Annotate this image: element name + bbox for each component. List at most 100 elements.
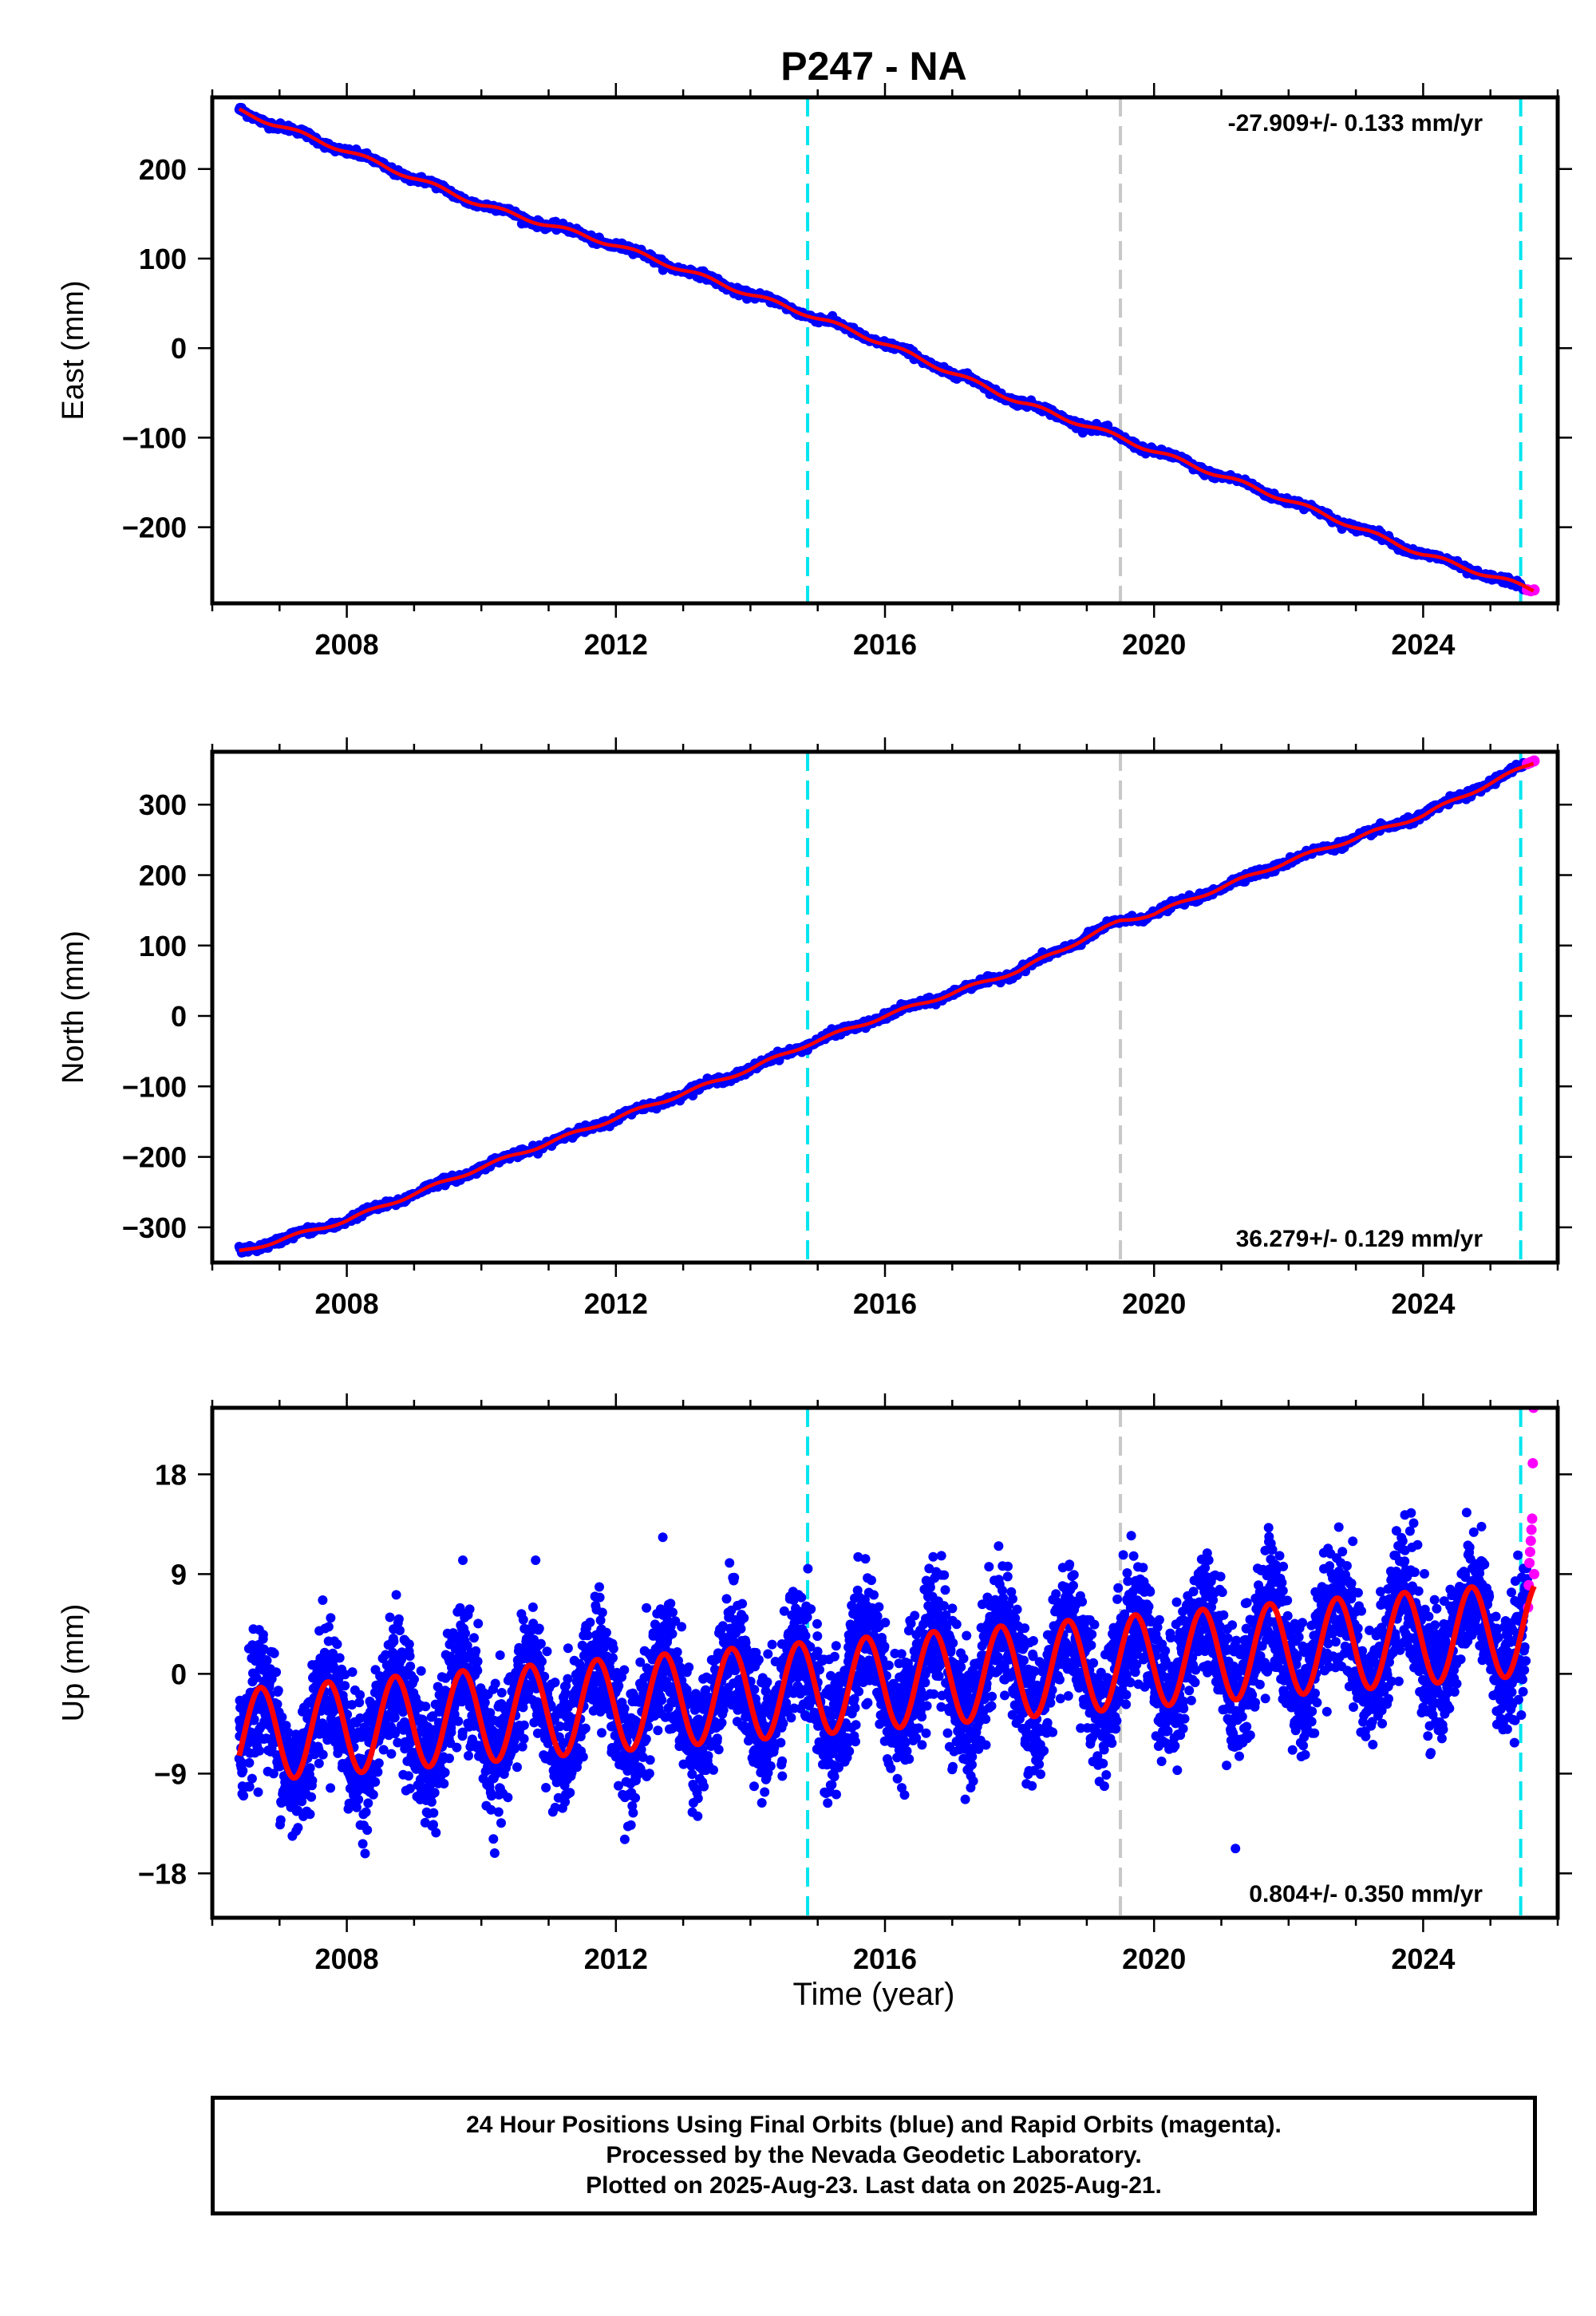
x-tick-label-north-2024: 2024	[1391, 1287, 1455, 1320]
point-up-20	[239, 1791, 249, 1801]
point-up-112	[258, 1630, 268, 1640]
point-up-80	[251, 1673, 262, 1683]
x-tick-label-north-2012: 2012	[584, 1287, 648, 1320]
point-up-1212	[495, 1650, 505, 1660]
point-up-1107	[472, 1666, 483, 1676]
point-up-273	[293, 1823, 303, 1833]
point-up-335	[306, 1792, 317, 1802]
point-up-1065	[464, 1751, 473, 1761]
point-up-1402	[535, 1638, 546, 1649]
point-up-589	[361, 1807, 371, 1817]
point-up-163	[269, 1648, 279, 1658]
point-up-746	[395, 1626, 405, 1635]
point-up-182	[273, 1686, 283, 1696]
point-up-1320	[518, 1614, 528, 1625]
y-axis-label-north: North (mm)	[57, 931, 90, 1084]
y-tick-label-north-4: 100	[139, 930, 187, 962]
point-up-707	[386, 1749, 397, 1759]
point-up-1406	[537, 1656, 547, 1666]
point-up-1108	[472, 1656, 483, 1666]
y-tick-label-east-1: −100	[122, 421, 187, 454]
point-up-467	[334, 1653, 345, 1663]
point-up-416	[323, 1622, 334, 1632]
point-up-1071	[464, 1604, 475, 1614]
point-up-524	[347, 1700, 358, 1710]
point-up-47	[244, 1757, 255, 1768]
point-up-1110	[473, 1618, 484, 1629]
point-up-546	[352, 1802, 361, 1812]
panel-east: 2008 2012 2016 2020 2024−200−1000100200East …	[57, 83, 1572, 661]
plot-frame-north	[210, 749, 1560, 1265]
x-tick-label-north-2020: 2020	[1122, 1287, 1186, 1320]
x-tick-label-up-2020: 2020	[1122, 1943, 1186, 1975]
x-tick-label-up-2024: 2024	[1391, 1943, 1455, 1975]
point-up-956	[440, 1768, 450, 1777]
point-up-632	[370, 1777, 381, 1787]
point-up-1011	[452, 1742, 462, 1753]
point-up-1091	[469, 1633, 479, 1643]
point-up-599	[363, 1798, 373, 1808]
point-up-389	[318, 1749, 328, 1760]
point-up-623	[368, 1789, 378, 1800]
point-up-1567	[578, 1752, 588, 1762]
point-up-561	[355, 1690, 365, 1700]
point-up-976	[444, 1753, 454, 1764]
y-tick-label-up-0: −18	[138, 1857, 187, 1890]
point-up-17	[238, 1765, 248, 1776]
point-up-177	[272, 1699, 282, 1709]
chart-title: P247 - NA	[780, 44, 966, 89]
model-line-east	[238, 107, 1535, 593]
point-up-70	[249, 1714, 259, 1725]
point-up-866	[421, 1701, 431, 1712]
point-up-94	[255, 1745, 265, 1756]
y-tick-label-east-3: 100	[139, 243, 187, 275]
point-up-585	[360, 1848, 370, 1859]
point-up-172	[271, 1667, 282, 1678]
point-up-1377	[531, 1555, 541, 1565]
x-tick-label-east-2012: 2012	[584, 628, 648, 661]
point-up-793	[405, 1651, 415, 1662]
panels-layer: 2008 2012 2016 2020 2024−200−1000100200East …	[57, 83, 1572, 1975]
point-up-1316	[517, 1741, 527, 1752]
x-axis-label: Time (year)	[793, 1977, 955, 2012]
point-up-1220	[496, 1688, 507, 1697]
point-up-388	[318, 1595, 328, 1605]
panel-north: 2008 2012 2016 2020 2024−300−200−10001002003…	[57, 737, 1572, 1320]
point-up-129	[262, 1655, 272, 1666]
point-up-1039	[458, 1555, 468, 1565]
y-tick-label-north-2: −100	[122, 1070, 187, 1103]
rate-label-east: -27.909+/- 0.133 mm/yr	[1228, 110, 1483, 136]
y-tick-label-up-2: 0	[171, 1658, 187, 1690]
x-tick-label-north-2008: 2008	[315, 1287, 379, 1320]
y-tick-label-east-0: −200	[122, 512, 187, 544]
point-up-985	[446, 1727, 456, 1737]
point-up-229	[283, 1728, 294, 1738]
point-up-160	[268, 1769, 279, 1779]
x-tick-label-up-2008: 2008	[315, 1943, 379, 1975]
point-up-48	[244, 1781, 255, 1792]
point-up-730	[391, 1590, 401, 1600]
point-up-725	[390, 1726, 401, 1737]
point-up-813	[409, 1674, 419, 1685]
point-up-1578	[580, 1723, 591, 1733]
point-up-60	[247, 1773, 257, 1784]
point-up-11	[236, 1757, 247, 1768]
x-tick-label-east-2020: 2020	[1122, 628, 1186, 661]
x-tick-label-east-2008: 2008	[315, 628, 379, 661]
x-tick-label-up-2012: 2012	[584, 1943, 648, 1975]
point-up-595	[362, 1825, 373, 1836]
point-up-644	[373, 1767, 383, 1777]
point-up-1291	[512, 1762, 522, 1773]
y-tick-label-north-3: 0	[171, 1000, 187, 1033]
plot-area-up	[234, 1408, 1539, 1859]
point-up-736	[393, 1737, 403, 1748]
point-up-649	[373, 1758, 384, 1769]
point-up-1050	[460, 1628, 470, 1638]
x-tick-label-east-2016: 2016	[853, 628, 917, 661]
point-up-574	[358, 1839, 368, 1849]
point-up-438	[328, 1662, 338, 1671]
point-up-671	[378, 1745, 389, 1755]
point-up-492	[340, 1670, 350, 1680]
